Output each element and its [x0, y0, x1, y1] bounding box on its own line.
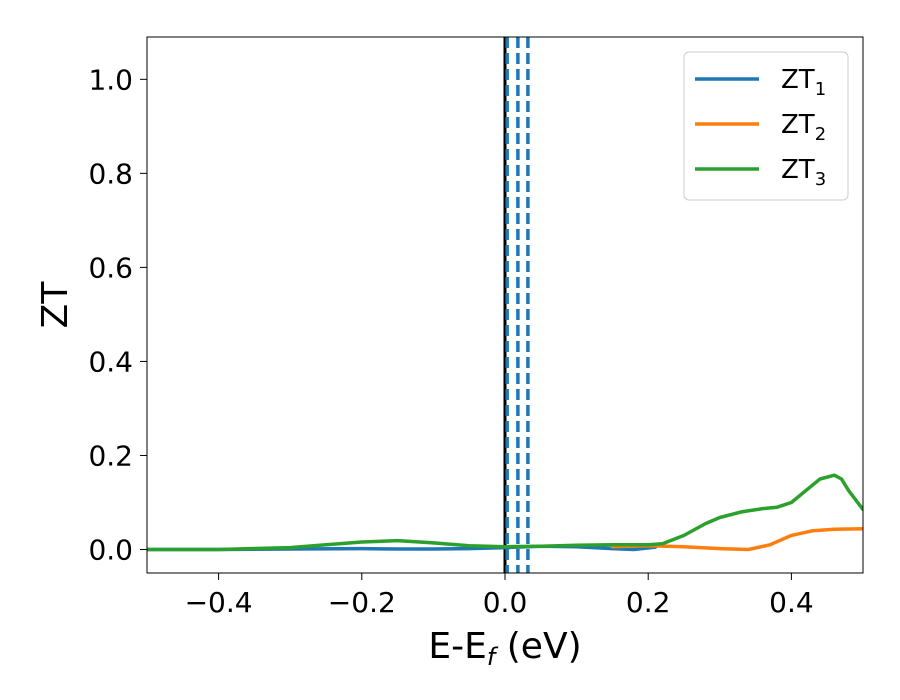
x-axis-label-main: E-E: [428, 626, 486, 667]
legend-label-zt3: ZT3: [781, 155, 826, 190]
x-tick-label: −0.4: [185, 586, 253, 619]
series-line-zt3: [147, 473, 863, 552]
legend-box: [683, 51, 849, 201]
y-tick-label: 0.8: [88, 157, 133, 190]
y-tick-label: 0.0: [88, 533, 133, 566]
x-tick-label: 0.2: [626, 586, 671, 619]
y-tick-label: 0.4: [88, 345, 133, 378]
y-tick-label: 1.0: [88, 63, 133, 96]
y-tick-label: 0.6: [88, 251, 133, 284]
x-tick-label: −0.2: [328, 586, 396, 619]
x-axis-label: E-Ef (eV): [428, 626, 581, 671]
legend-label-zt1: ZT1: [781, 65, 826, 100]
y-axis-label: ZT: [35, 281, 76, 329]
legend: ZT1 ZT2 ZT3: [683, 51, 849, 201]
y-tick-label: 0.2: [88, 439, 133, 472]
series-line-zt2: [610, 527, 863, 552]
x-axis-label-unit: (eV): [495, 626, 581, 667]
x-tick-label: 0.0: [483, 586, 528, 619]
legend-label-zt2: ZT2: [781, 110, 826, 145]
x-tick-label: 0.4: [769, 586, 814, 619]
